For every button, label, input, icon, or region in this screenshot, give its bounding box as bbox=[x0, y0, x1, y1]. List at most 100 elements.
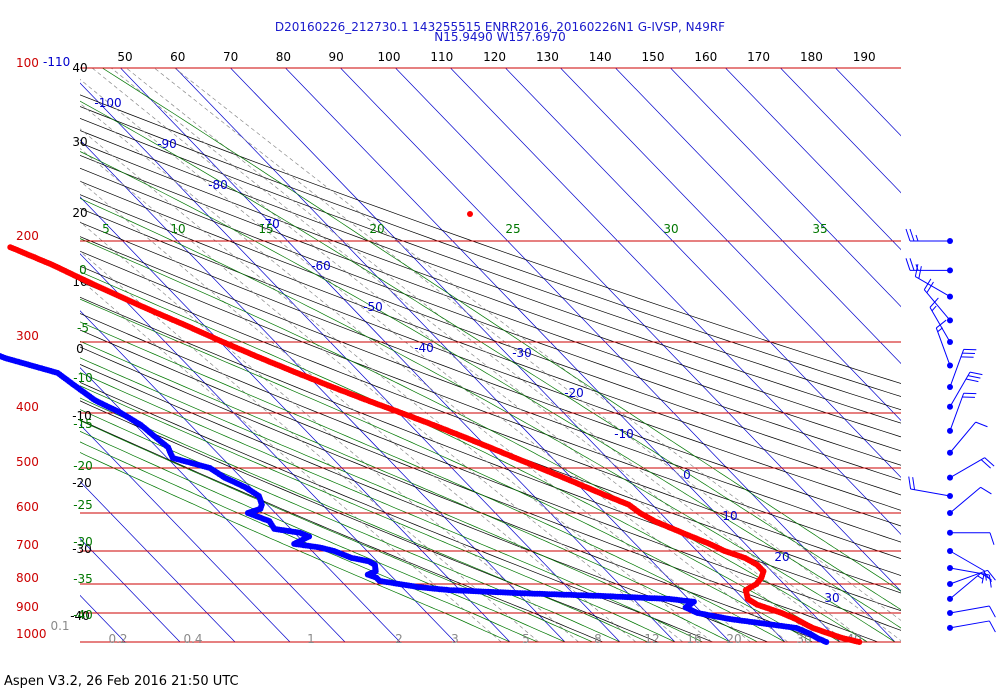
isotherm-line bbox=[80, 594, 126, 642]
wind-barb bbox=[905, 258, 953, 274]
mixing-ratio-line bbox=[80, 128, 713, 642]
mixing-ratio-label: 8 bbox=[594, 632, 602, 646]
moist-adiabat-label: -20 bbox=[73, 459, 93, 473]
mixing-ratio-line bbox=[80, 278, 502, 642]
wind-barb bbox=[947, 605, 996, 618]
moist-adiabat-line bbox=[80, 430, 566, 642]
wind-barb bbox=[947, 569, 996, 587]
dry-adiabat-line bbox=[80, 194, 901, 496]
top-temperature-tick: 140 bbox=[589, 50, 612, 64]
pressure-axis-label: 600 bbox=[16, 500, 39, 514]
isotherm-line bbox=[80, 481, 236, 642]
wind-barb bbox=[935, 319, 953, 369]
wind-barb bbox=[947, 548, 986, 584]
dry-adiabat-label: 40 bbox=[72, 61, 87, 75]
moist-adiabat-label: 20 bbox=[369, 222, 384, 236]
moist-adiabat-line bbox=[102, 68, 901, 592]
mixing-ratio-line bbox=[80, 148, 684, 642]
top-temperature-tick: 150 bbox=[642, 50, 665, 64]
pressure-axis-label: 200 bbox=[16, 229, 39, 243]
top-temperature-tick: 90 bbox=[329, 50, 344, 64]
top-temperature-tick: 60 bbox=[170, 50, 185, 64]
isotherm-line bbox=[0, 68, 70, 642]
dry-adiabat-line bbox=[80, 94, 901, 384]
top-temperature-tick: 70 bbox=[223, 50, 238, 64]
isotherm-line bbox=[80, 537, 181, 642]
wind-barb bbox=[947, 392, 977, 434]
mixing-ratio-line bbox=[80, 250, 539, 642]
dry-adiabat-line bbox=[80, 221, 901, 527]
dry-adiabat-line bbox=[80, 400, 658, 642]
isotherm-label: 20 bbox=[774, 550, 789, 564]
dry-adiabat-line bbox=[80, 106, 901, 397]
isotherm-line bbox=[80, 253, 456, 642]
mixing-ratio-line bbox=[80, 102, 751, 642]
isotherm-line bbox=[615, 68, 901, 365]
mixing-ratio-line bbox=[110, 68, 847, 642]
wind-barb bbox=[947, 565, 992, 588]
moist-adiabat-label: -40 bbox=[73, 608, 93, 622]
isotherm-line bbox=[340, 68, 896, 642]
isotherm-line bbox=[80, 196, 511, 642]
moist-adiabat-line bbox=[80, 441, 538, 642]
moist-adiabat-line bbox=[80, 385, 676, 642]
moist-adiabat-label: 35 bbox=[812, 222, 827, 236]
background-lines bbox=[0, 68, 901, 642]
dry-adiabat-line bbox=[80, 381, 713, 642]
moist-adiabat-line bbox=[80, 357, 731, 642]
dry-adiabat-line bbox=[80, 346, 823, 642]
mixing-ratio-label: 5 bbox=[522, 632, 530, 646]
isotherm-line bbox=[560, 68, 901, 421]
moist-adiabat-line bbox=[80, 452, 511, 642]
dry-adiabat-label: 30 bbox=[72, 135, 87, 149]
isotherm-label: -100 bbox=[94, 96, 121, 110]
dry-adiabat-line bbox=[80, 155, 901, 452]
isotherm-line bbox=[395, 68, 901, 592]
moist-adiabat-label: 5 bbox=[102, 222, 110, 236]
top-temperature-tick: 130 bbox=[536, 50, 559, 64]
top-temperature-tick: 160 bbox=[694, 50, 717, 64]
top-temperature-tick: 170 bbox=[747, 50, 770, 64]
dry-adiabat-line bbox=[80, 329, 878, 642]
dry-adiabat-line bbox=[80, 419, 603, 642]
pressure-axis-label: 500 bbox=[16, 455, 39, 469]
isotherm-line bbox=[835, 68, 901, 137]
wind-barb bbox=[905, 228, 953, 244]
mixing-ratio-label: 3 bbox=[451, 632, 459, 646]
isotherm-label: -70 bbox=[260, 217, 280, 231]
isotherm-label: -60 bbox=[311, 259, 331, 273]
mixing-ratio-label: 16 bbox=[686, 632, 701, 646]
dry-adiabat-line bbox=[80, 236, 901, 543]
pressure-axis-label: 400 bbox=[16, 400, 39, 414]
wind-barb bbox=[947, 371, 983, 410]
top-temperature-tick: 190 bbox=[853, 50, 876, 64]
mixing-ratio-line bbox=[80, 221, 579, 642]
moist-adiabat-line bbox=[80, 271, 841, 642]
dry-adiabat-label: -10 bbox=[72, 409, 92, 423]
top-temperature-tick: 120 bbox=[483, 50, 506, 64]
isotherm-label: -50 bbox=[363, 300, 383, 314]
isotherm-line bbox=[780, 68, 901, 194]
wind-barb bbox=[914, 264, 953, 300]
moist-adiabat-label: 25 bbox=[505, 222, 520, 236]
dry-adiabat-label: 20 bbox=[72, 206, 87, 220]
wind-barb bbox=[947, 486, 992, 516]
isotherm-label: 0 bbox=[683, 468, 691, 482]
dry-adiabat-line bbox=[80, 142, 901, 438]
top-temperature-tick: 50 bbox=[117, 50, 132, 64]
mixing-ratio-line bbox=[126, 68, 867, 642]
wind-barb bbox=[947, 457, 995, 481]
pressure-axis-label: 1000 bbox=[16, 627, 47, 641]
top-temperature-tick: 180 bbox=[800, 50, 823, 64]
moist-adiabat-label: 0 bbox=[79, 263, 87, 277]
mixing-ratio-label: 12 bbox=[644, 632, 659, 646]
isotherm-line bbox=[80, 367, 346, 642]
dewpoint-point bbox=[0, 352, 1, 358]
top-temperature-tick: 80 bbox=[276, 50, 291, 64]
temperature-point bbox=[467, 211, 473, 217]
wind-barb bbox=[947, 348, 977, 390]
dry-adiabat-line bbox=[80, 296, 901, 612]
mixing-ratio-label: 1 bbox=[307, 632, 315, 646]
isotherm-label: -90 bbox=[157, 137, 177, 151]
